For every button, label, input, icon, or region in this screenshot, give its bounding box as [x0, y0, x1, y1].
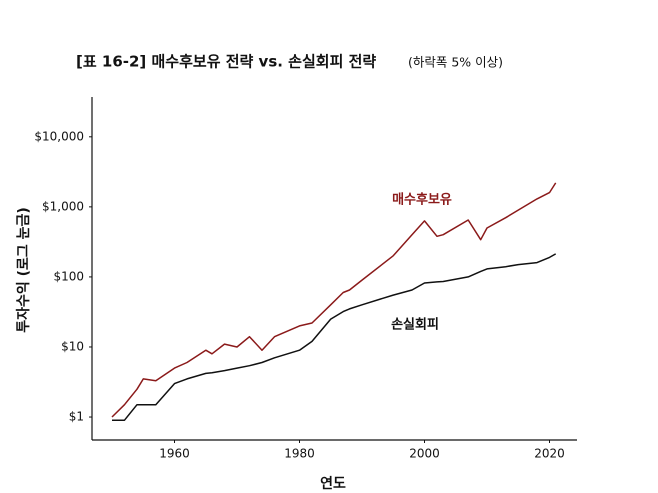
series-line: [111, 182, 557, 418]
x-tick-label: 2000: [409, 447, 440, 461]
series-label: 손실회피: [391, 317, 439, 333]
chart-title: [표 16-2] 매수후보유 전략 vs. 손실회피 전략: [76, 53, 376, 71]
series-line: [112, 253, 557, 421]
y-tick-label: $1: [69, 410, 84, 424]
chart-subtitle: (하락폭 5% 이상): [408, 55, 503, 70]
y-tick-label: $10: [61, 339, 84, 353]
y-axis-label: 투자수익 (로그 눈금): [15, 207, 32, 333]
x-tick-label: 1980: [284, 447, 315, 461]
y-tick-label: $1,000: [42, 199, 84, 213]
x-tick-label: 2020: [534, 447, 565, 461]
x-tick-label: 1960: [159, 447, 190, 461]
y-tick-label: $100: [53, 269, 84, 283]
y-tick-label: $10,000: [34, 129, 84, 143]
x-axis-label: 연도: [320, 476, 346, 492]
series-label: 매수후보유: [392, 192, 452, 208]
